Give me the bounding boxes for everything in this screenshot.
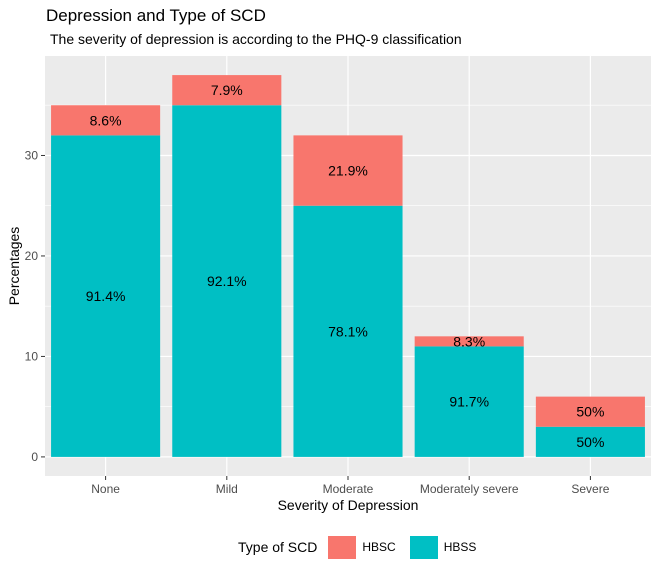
bar-hbsc (535, 396, 645, 427)
legend-label-hbsc: HBSC (362, 540, 396, 554)
chart-title: Depression and Type of SCD (46, 6, 266, 25)
legend-label-hbss: HBSS (443, 540, 477, 554)
x-axis: None Mild Moderate Moderately severe Severe (91, 476, 610, 496)
bar-hbsc (51, 105, 161, 136)
bar-chart: 91.4% 8.6% 92.1% 7.9% 78.1% 21.9% 91.7% 8.3% 50%… (6, 56, 651, 513)
bar-label-hbsc: 50% (576, 404, 604, 420)
y-tick-label: 20 (25, 249, 39, 263)
x-tick-label: Severe (571, 482, 609, 496)
bar-hbss (293, 205, 403, 457)
bar-label-hbsc: 8.3% (453, 333, 485, 349)
bar-label-hbss: 91.7% (449, 394, 489, 410)
chart-subtitle: The severity of depression is according … (50, 31, 462, 47)
bars (51, 75, 645, 457)
bar-hbss (414, 346, 524, 457)
bar-hbsc (172, 75, 282, 106)
bar-hbsc (293, 135, 403, 206)
bar-label-hbsc: 8.6% (90, 112, 122, 128)
bar-label-hbss: 91.4% (86, 288, 126, 304)
y-axis: 0 10 20 30 (25, 148, 45, 464)
bar-label-hbss: 78.1% (328, 323, 368, 339)
x-tick-label: None (91, 482, 120, 496)
bar-label-hbsc: 21.9% (328, 163, 368, 179)
bar-hbss (535, 426, 645, 457)
y-tick-label: 30 (25, 148, 39, 162)
bar-label-hbsc: 7.9% (211, 82, 243, 98)
legend: Type of SCD HBSC HBSS (0, 532, 658, 562)
bar-hbss (51, 135, 161, 457)
legend-key-hbss (409, 535, 438, 559)
legend-key-hbsc (328, 535, 357, 559)
legend-title: Type of SCD (238, 539, 318, 555)
x-tick-label: Moderate (323, 482, 374, 496)
y-tick-label: 10 (25, 349, 39, 363)
y-axis-title: Percentages (6, 227, 22, 306)
bar-hbsc (414, 336, 524, 347)
x-axis-title: Severity of Depression (278, 497, 419, 513)
bar-label-hbss: 50% (576, 434, 604, 450)
y-tick-label: 0 (31, 450, 38, 464)
x-tick-label: Moderately severe (420, 482, 519, 496)
x-tick-label: Mild (216, 482, 238, 496)
bar-label-hbss: 92.1% (207, 273, 247, 289)
bar-hbss (172, 105, 282, 457)
bar-labels: 91.4% 8.6% 92.1% 7.9% 78.1% 21.9% 91.7% 8.3% 50%… (86, 82, 605, 450)
